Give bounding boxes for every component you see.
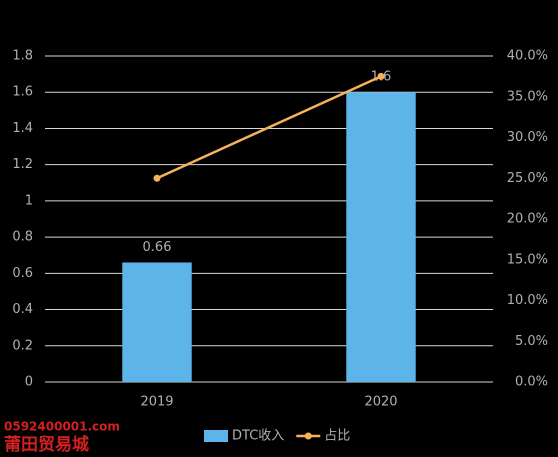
watermark-url: 0592400001.com: [4, 420, 120, 434]
y-tick-label: 0.6: [12, 266, 33, 281]
y-tick-label: 0.2: [12, 338, 33, 353]
y2-tick-label: 20.0%: [507, 212, 548, 227]
x-tick-label: 2020: [364, 395, 397, 410]
y-tick-label: 1.6: [12, 85, 33, 100]
legend-label: 占比: [324, 429, 350, 444]
y-tick-label: 0.8: [12, 230, 33, 245]
legend-label: DTC收入: [232, 429, 284, 444]
y2-tick-label: 40.0%: [507, 49, 548, 64]
y2-tick-label: 25.0%: [507, 171, 548, 186]
y2-tick-label: 0.0%: [515, 375, 548, 390]
line-marker: [377, 72, 385, 80]
y2-tick-label: 5.0%: [515, 334, 548, 349]
y-tick-label: 1: [25, 193, 33, 208]
y-tick-label: 1.8: [12, 49, 33, 64]
line: [156, 75, 382, 180]
watermark-name: 莆田贸易城: [4, 434, 89, 455]
bar: [346, 92, 416, 382]
line-marker: [153, 174, 161, 182]
legend-swatch: [304, 432, 312, 440]
y2-tick-label: 15.0%: [507, 252, 548, 267]
y2-tick-label: 10.0%: [507, 293, 548, 308]
y-tick-label: 0.4: [12, 302, 33, 317]
y-tick-label: 1.2: [12, 157, 33, 172]
y2-tick-label: 35.0%: [507, 89, 548, 104]
legend-swatch: [204, 430, 228, 442]
x-tick-label: 2019: [140, 395, 173, 410]
bar: [122, 262, 192, 382]
y-tick-label: 1.4: [12, 121, 33, 136]
y-tick-label: 0: [25, 375, 33, 390]
value-label: 0.66: [143, 240, 172, 255]
y2-tick-label: 30.0%: [507, 130, 548, 145]
